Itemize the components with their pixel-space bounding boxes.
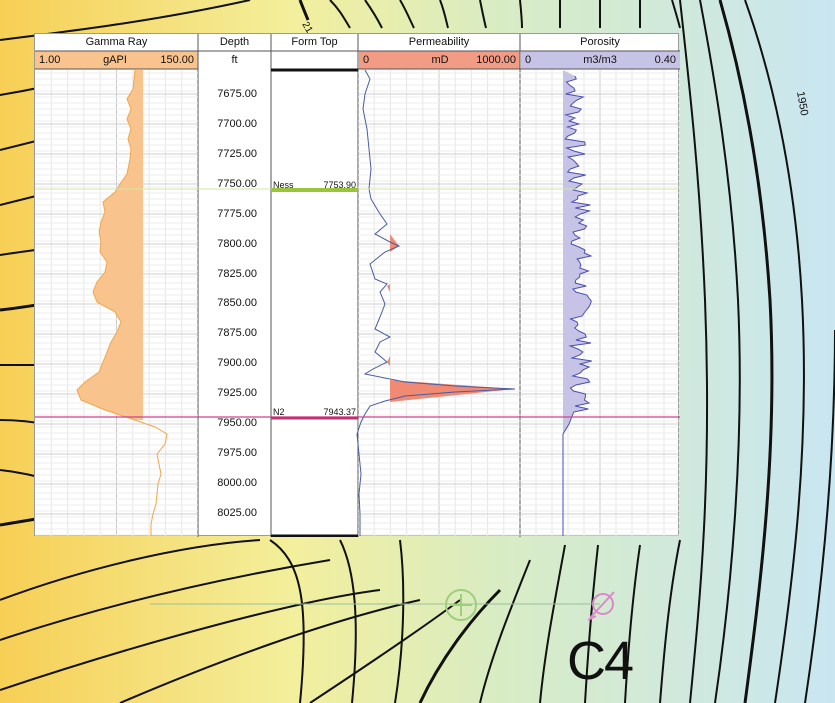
well-log-panel[interactable]: Gamma Ray 1.00 gAPI 150.00 Depth ft Form… [34, 33, 680, 537]
depth-label: 7725.00 [217, 148, 257, 160]
depth-label: 7925.00 [217, 387, 257, 399]
poro-unit: m3/m3 [583, 54, 617, 66]
permeability-curve [356, 69, 516, 536]
slashed-circle-icon[interactable] [584, 588, 620, 624]
ness-top-name[interactable]: Ness [273, 180, 294, 190]
depth-label: 7850.00 [217, 297, 257, 309]
depth-label: 7775.00 [217, 208, 257, 220]
depth-label: 7875.00 [217, 327, 257, 339]
n2-top-depth: 7943.37 [323, 407, 356, 417]
depth-label: 8000.00 [217, 477, 257, 489]
depth-label: 7975.00 [217, 447, 257, 459]
perm-max: 1000.00 [476, 54, 516, 66]
perm-title: Permeability [408, 36, 470, 48]
perm-grid [358, 70, 520, 536]
poro-grid [520, 70, 680, 536]
depth-label: 7750.00 [217, 178, 257, 190]
depth-label: 7825.00 [217, 268, 257, 280]
permeability-fill [387, 234, 515, 402]
formtop-title: Form Top [291, 36, 338, 48]
plus-circle-icon[interactable] [444, 588, 478, 622]
perm-min: 0 [363, 54, 370, 66]
porosity-curve [562, 75, 593, 536]
ness-top-depth: 7753.90 [323, 180, 356, 190]
depth-label: 7700.00 [217, 118, 257, 130]
perm-unit: mD [431, 54, 449, 66]
depth-label: 7800.00 [217, 238, 257, 250]
poro-title: Porosity [580, 36, 620, 48]
gamma-ray-curve [76, 69, 168, 536]
gamma-title: Gamma Ray [85, 36, 148, 48]
n2-top-name[interactable]: N2 [273, 407, 285, 417]
porosity-fill [563, 70, 592, 536]
gamma-ray-fill [77, 70, 143, 420]
gamma-unit: gAPI [103, 54, 127, 66]
depth-unit: ft [231, 54, 238, 66]
well-log-tracks [35, 34, 680, 537]
depth-title: Depth [219, 36, 250, 48]
poro-max: 0.40 [654, 54, 676, 66]
contour-label-1950: 1950 [794, 90, 810, 116]
depth-label: 8025.00 [217, 507, 257, 519]
poro-min: 0 [525, 54, 532, 66]
depth-label: 7675.00 [217, 88, 257, 100]
well-label: C4 [567, 631, 634, 691]
contour-label-top: 21 [299, 20, 314, 36]
gamma-grid [35, 70, 198, 536]
depth-label: 7900.00 [217, 357, 257, 369]
depth-label: 7950.00 [217, 417, 257, 429]
gamma-max: 150.00 [160, 54, 194, 66]
gamma-min: 1.00 [39, 54, 61, 66]
